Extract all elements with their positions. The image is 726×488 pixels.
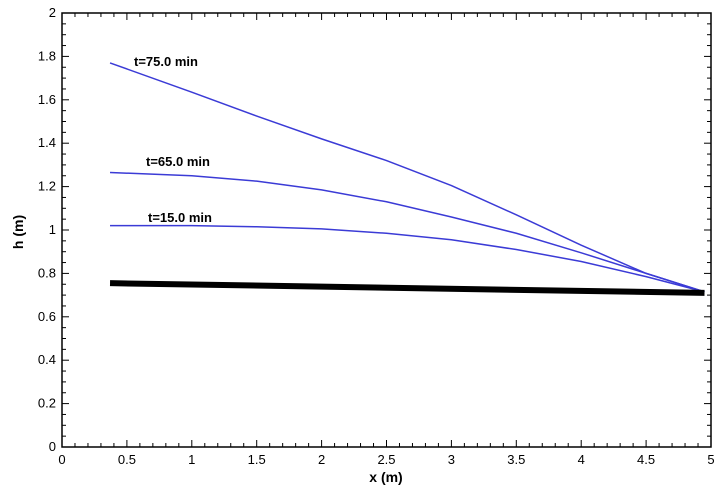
y-tick-label: 2	[49, 5, 56, 20]
y-tick-label: 1	[49, 222, 56, 237]
y-tick-label: 1.6	[38, 92, 56, 107]
x-tick-label: 2.5	[377, 452, 395, 467]
x-tick-label: 4	[578, 452, 585, 467]
x-tick-label: 4.5	[637, 452, 655, 467]
x-tick-label: 2	[318, 452, 325, 467]
annotation-t75: t=75.0 min	[134, 54, 198, 69]
y-tick-label: 0	[49, 439, 56, 454]
series-layer	[109, 62, 705, 296]
y-tick-label: 0.6	[38, 309, 56, 324]
x-tick-label: 1.5	[248, 452, 266, 467]
series-line-t-15-0-min	[110, 224, 705, 293]
annotation-t65: t=65.0 min	[146, 154, 210, 169]
series-line-bed	[109, 280, 705, 296]
y-tick-label: 0.8	[38, 265, 56, 280]
x-axis-title: x (m)	[369, 469, 402, 485]
x-tick-label: 0.5	[118, 452, 136, 467]
x-tick-label: 5	[707, 452, 714, 467]
x-tick-label: 1	[188, 452, 195, 467]
y-tick-label: 1.8	[38, 48, 56, 63]
axes: 0 0.2 0.4 0.6 0.8 1 1.2 1.4 1.6 1.8 2 0 0.5 1 1.5 2 2.5 3…	[38, 5, 715, 467]
x-tick-label: 0	[58, 452, 65, 467]
y-tick-label: 0.4	[38, 352, 56, 367]
y-tick-label: 1.2	[38, 179, 56, 194]
series-line-t-65-0-min	[109, 171, 705, 293]
x-tick-label: 3	[448, 452, 455, 467]
y-axis-title: h (m)	[10, 215, 26, 249]
x-tick-label: 3.5	[507, 452, 525, 467]
annotation-t15: t=15.0 min	[148, 210, 212, 225]
y-tick-label: 0.2	[38, 396, 56, 411]
series-line-t-75-0-min	[109, 62, 705, 293]
y-tick-label: 1.4	[38, 135, 56, 150]
plot-frame	[61, 12, 712, 448]
